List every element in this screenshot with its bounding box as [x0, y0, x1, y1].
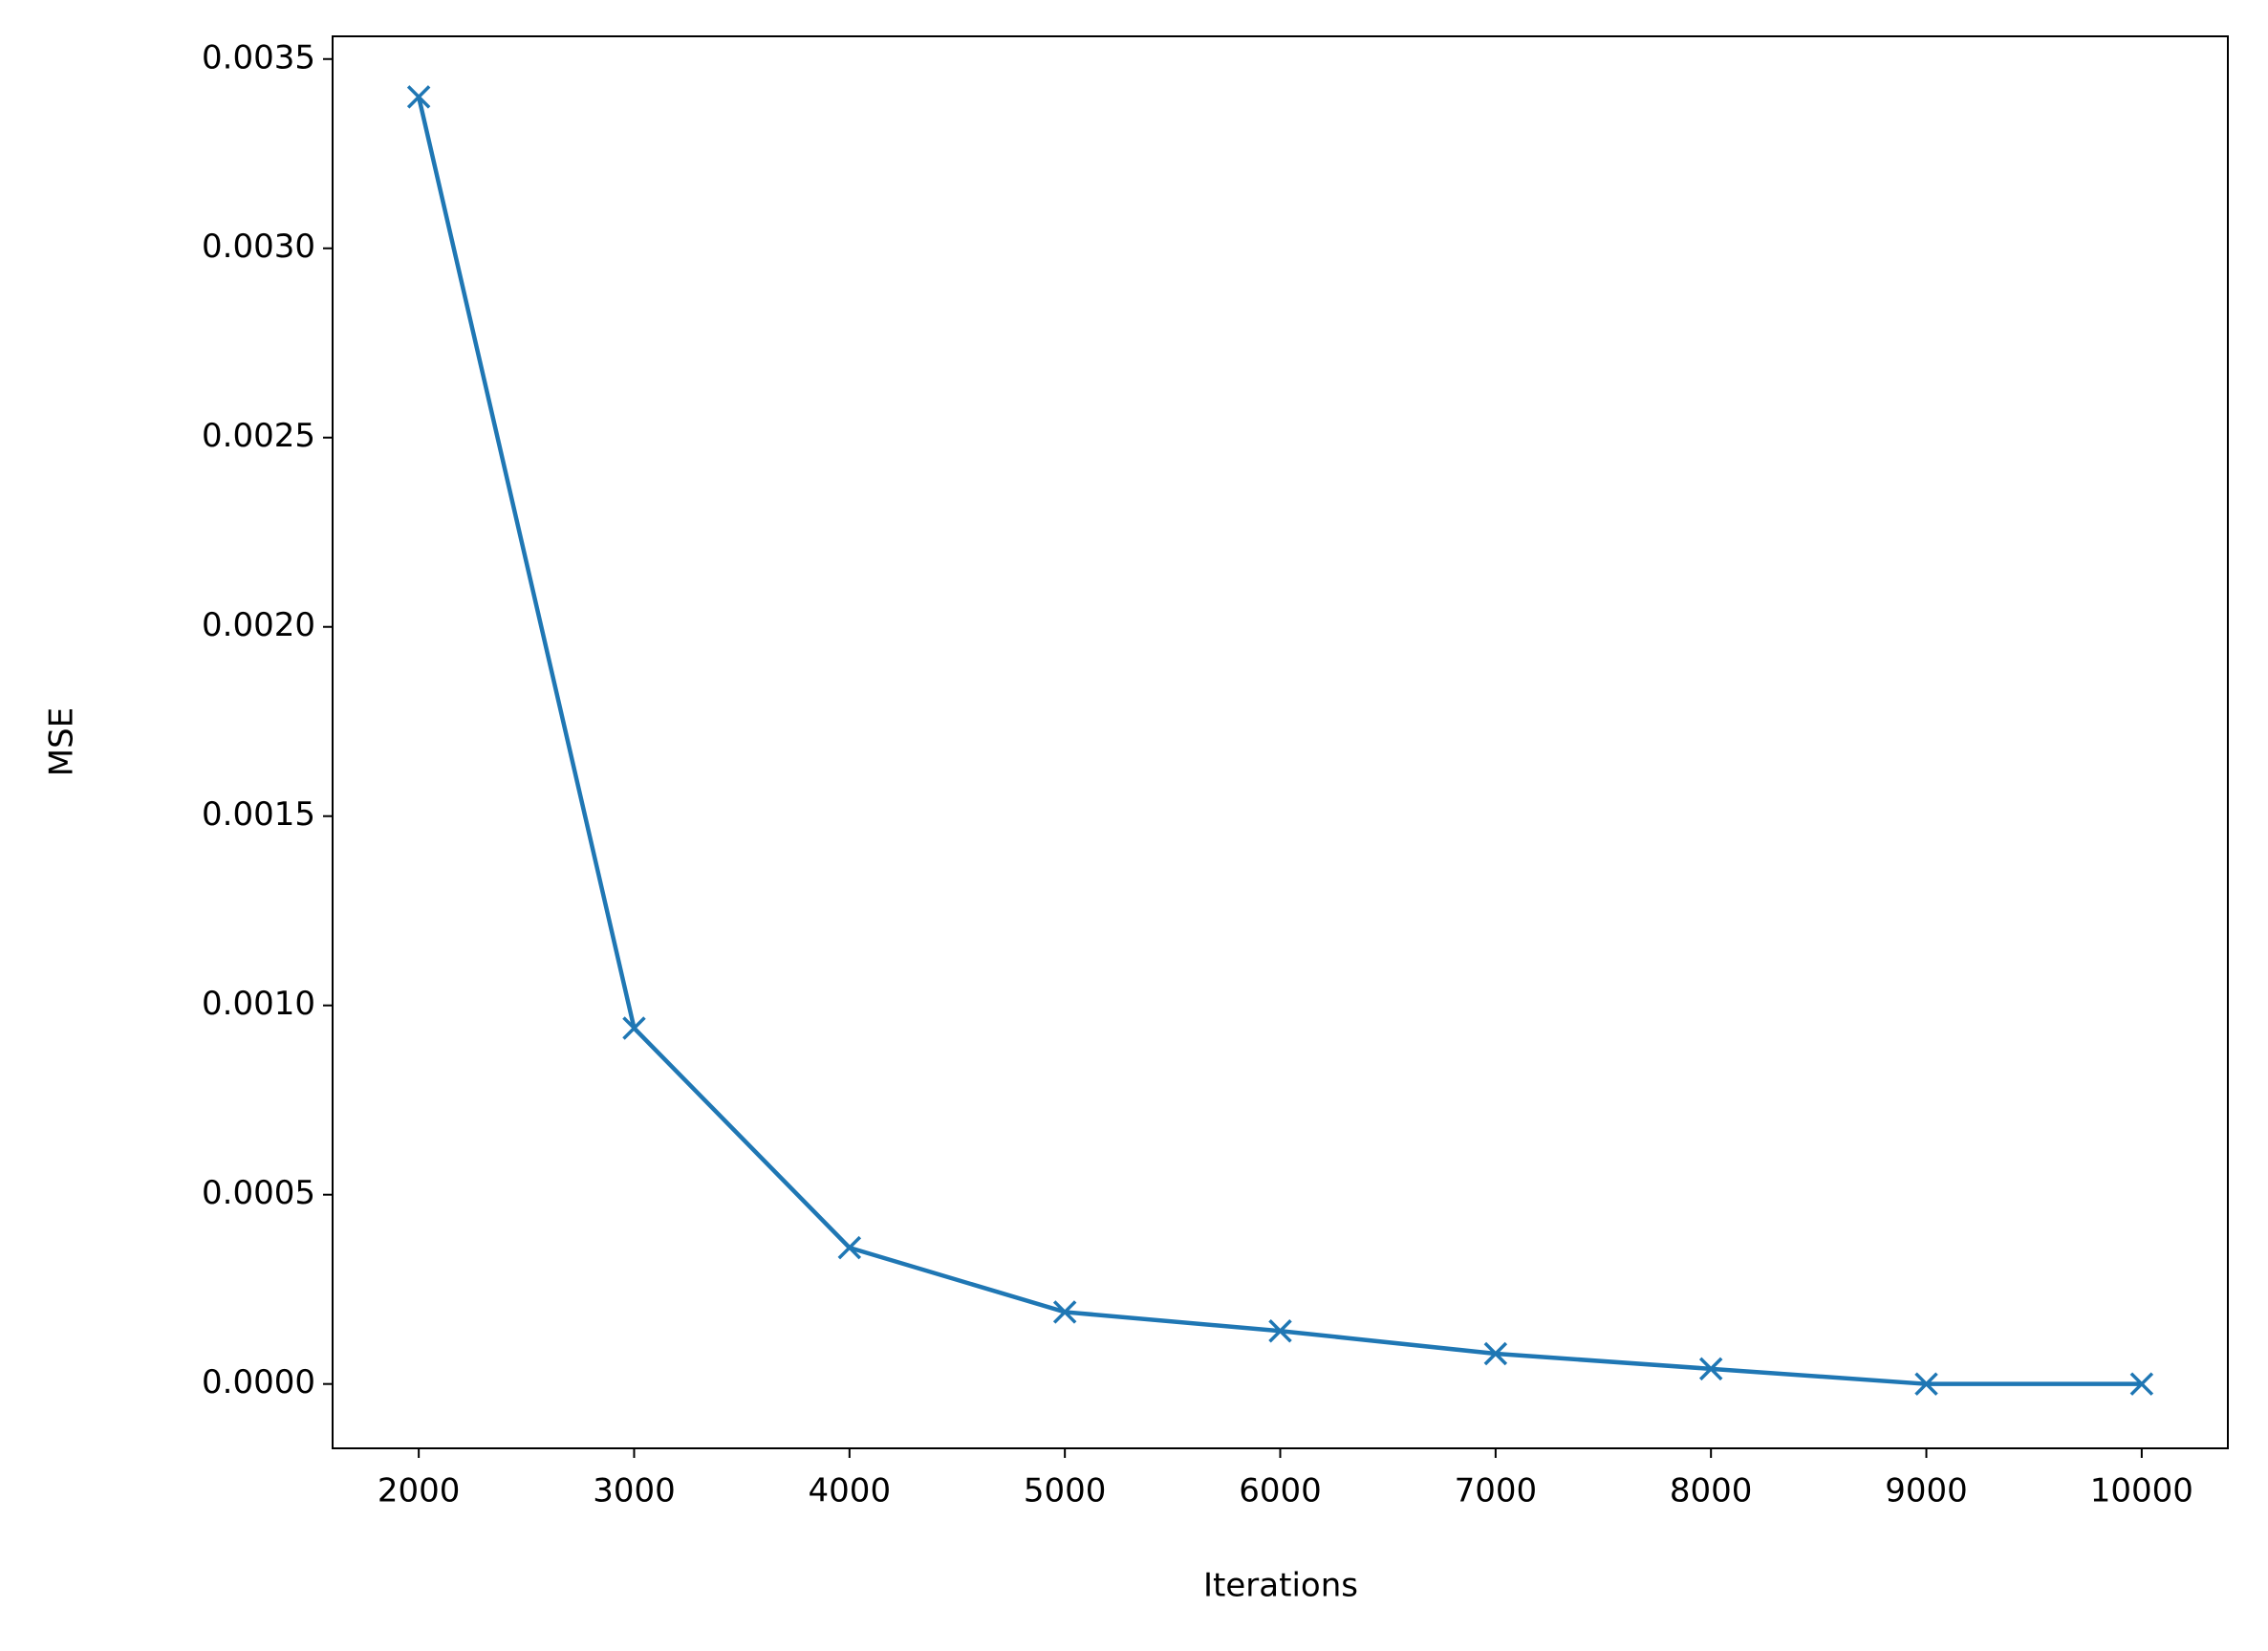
marker	[1483, 1341, 1508, 1366]
x-tick-label: 9000	[1885, 1472, 1968, 1510]
y-tick-label: 0.0035	[202, 38, 315, 76]
marker	[1914, 1372, 1938, 1396]
y-tick-label: 0.0020	[202, 606, 315, 644]
marker	[406, 85, 431, 109]
x-axis-label: Iterations	[1203, 1567, 1358, 1605]
y-tick-label: 0.0000	[202, 1363, 315, 1401]
x-tick-label: 6000	[1239, 1472, 1322, 1510]
y-tick-label: 0.0025	[202, 417, 315, 455]
x-tick-label: 2000	[378, 1472, 461, 1510]
marker	[2129, 1372, 2154, 1396]
marker	[837, 1235, 862, 1260]
x-tick-label: 4000	[809, 1472, 892, 1510]
x-tick-label: 8000	[1670, 1472, 1753, 1510]
y-axis-label: MSE	[43, 707, 81, 776]
marker	[1052, 1300, 1077, 1324]
y-tick-label: 0.0030	[202, 228, 315, 266]
y-tick-label: 0.0010	[202, 985, 315, 1023]
line	[416, 96, 2142, 1386]
x-tick-label: 10000	[2090, 1472, 2193, 1510]
plot-frame	[332, 35, 2229, 1449]
x-tick-label: 3000	[593, 1472, 676, 1510]
x-tick-label: 5000	[1024, 1472, 1107, 1510]
y-tick-label: 0.0015	[202, 795, 315, 834]
marker	[1698, 1357, 1723, 1381]
x-tick-label: 7000	[1455, 1472, 1538, 1510]
marker	[1268, 1319, 1292, 1343]
marker	[622, 1016, 646, 1040]
y-tick-label: 0.0005	[202, 1174, 315, 1212]
